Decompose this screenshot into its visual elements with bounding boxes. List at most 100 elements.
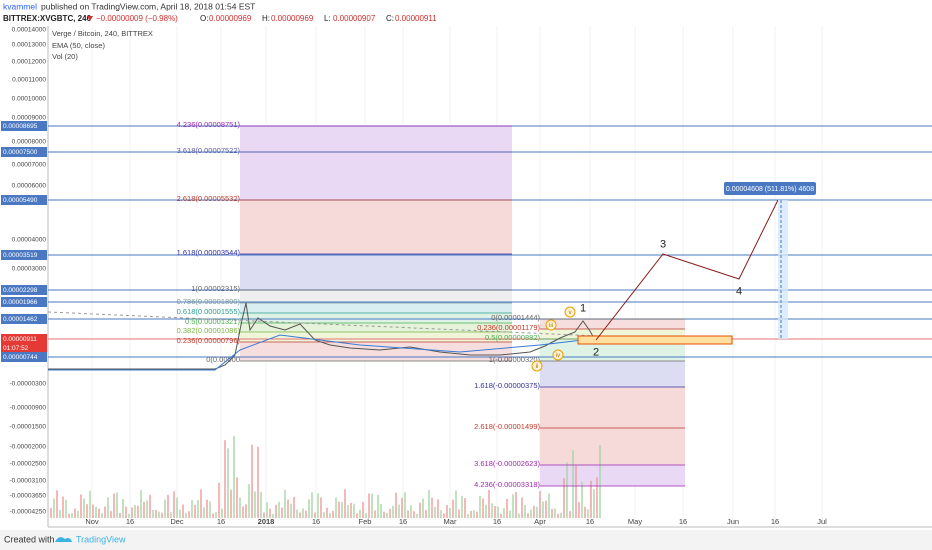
volume-bar (305, 510, 307, 518)
volume-bar (116, 492, 118, 518)
volume-bar (221, 508, 223, 518)
volume-bar (269, 508, 271, 518)
volume-bar (437, 499, 439, 518)
volume-bar (284, 489, 286, 518)
volume-bar (218, 482, 220, 518)
price-label: -0.00002000 (9, 444, 46, 451)
volume-bar (500, 513, 502, 518)
volume-bar (455, 490, 457, 518)
volume-bar (374, 510, 376, 518)
volume-bar (197, 499, 199, 518)
volume-bar (563, 478, 565, 518)
volume-bar (554, 508, 556, 518)
fib-label: 1(-0.00000320) (489, 355, 541, 364)
volume-bar (542, 501, 544, 518)
volume-bar (569, 511, 571, 518)
volume-bar (470, 510, 472, 518)
volume-bar (95, 506, 97, 518)
volume-bar (332, 511, 334, 518)
legend-item: EMA (50, close) (52, 41, 105, 50)
volume-bar (158, 511, 160, 518)
volume-bar (428, 490, 430, 518)
volume-bar (272, 513, 274, 518)
fib-label: 2.618(0.00005532) (177, 194, 241, 203)
price-label: -0.00003100 (9, 478, 46, 485)
measure-box (778, 200, 788, 339)
volume-bar (164, 499, 166, 518)
volume-bar (167, 494, 169, 518)
fib-label: 0.618(0.00001555) (177, 307, 241, 316)
wave-label: 3 (660, 238, 666, 250)
volume-bar (587, 509, 589, 518)
volume-bar (125, 506, 127, 518)
volume-bar (347, 505, 349, 518)
author: kvammel (3, 1, 37, 11)
volume-bar (203, 507, 205, 518)
volume-bar (560, 512, 562, 518)
price-tag-label: 0.00007500 (3, 149, 38, 156)
ema-line (48, 334, 601, 371)
volume-bar (338, 501, 340, 518)
time-label: 2018 (258, 517, 275, 526)
volume-bar (107, 497, 109, 518)
price-tag-label: 0.00008695 (3, 123, 38, 130)
volume-bar (323, 512, 325, 518)
time-label: Dec (170, 517, 184, 526)
published: published on TradingView.com, April 18, … (41, 1, 255, 11)
fib-label: 0.236(0.00000796) (177, 336, 241, 345)
wave-label: 2 (593, 346, 599, 358)
volume-bar (410, 505, 412, 518)
wave-path (595, 199, 779, 341)
volume-bar (548, 493, 550, 518)
price-label: 0.00014000 (12, 27, 47, 34)
ohlc-value: 0.00000969 (209, 14, 252, 23)
volume-bar (521, 497, 523, 518)
volume-bar (344, 489, 346, 518)
volume-bar (239, 497, 241, 518)
volume-bar (128, 513, 130, 518)
volume-bar (83, 498, 85, 518)
price-tag (1, 352, 47, 362)
volume-bar (515, 491, 517, 518)
volume-bar (533, 506, 535, 518)
volume-bar (329, 512, 331, 518)
ohlc-value: 0.00000907 (333, 14, 376, 23)
volume-bar (407, 510, 409, 518)
volume-bar (590, 480, 592, 518)
wave-label: 1 (580, 302, 586, 314)
time-label: Apr (534, 517, 546, 526)
price-tag-label: 0.00000744 (3, 354, 38, 361)
time-label: 16 (217, 517, 225, 526)
volume-bar (467, 513, 469, 518)
volume-bar (491, 503, 493, 518)
volume-bar (293, 496, 295, 518)
volume-bar (485, 504, 487, 518)
wave-circle (531, 360, 543, 372)
ohlc-value: 0.00000911 (395, 14, 437, 23)
volume-bar (326, 507, 328, 518)
volume-bar (251, 444, 253, 518)
trend-line (47, 311, 691, 341)
price-tag (1, 121, 47, 131)
fib-label: 0.382(0.00001086) (177, 326, 241, 335)
volume-bar (509, 510, 511, 518)
volume-bar (578, 502, 580, 518)
volume-bar (242, 506, 244, 518)
price-tag-label: 01:07:52 (3, 345, 29, 352)
volume-bar (248, 484, 250, 518)
price-tag (1, 314, 47, 324)
volume-bar (353, 503, 355, 518)
ohlc-label: L: (324, 14, 331, 23)
volume-bar (86, 504, 88, 518)
volume-bar (404, 492, 406, 518)
ohlc-label: H: (262, 14, 270, 23)
price-label: -0.00004250 (9, 509, 46, 516)
volume-bar (146, 500, 148, 518)
volume-bar (260, 492, 262, 518)
volume-bar (200, 489, 202, 518)
fib-label: 4.236(0.00008751) (177, 120, 241, 129)
footer-bar (0, 530, 932, 550)
volume-bar (296, 509, 298, 518)
price-label: 0.00003000 (12, 266, 47, 273)
